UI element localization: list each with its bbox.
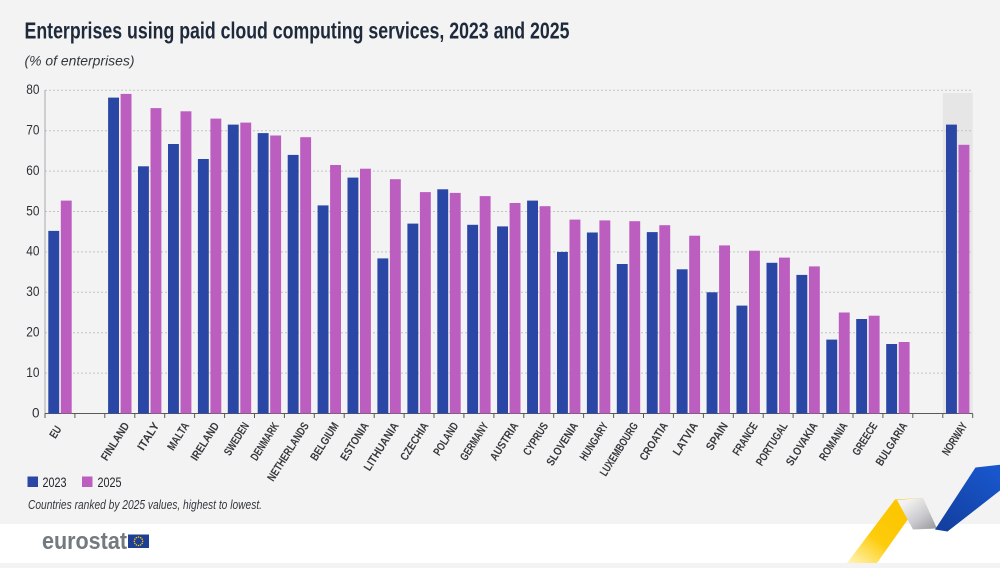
svg-text:30: 30 — [26, 284, 39, 299]
svg-text:20: 20 — [26, 325, 39, 340]
svg-text:2023: 2023 — [43, 475, 67, 490]
svg-text:80: 80 — [26, 82, 39, 97]
svg-text:60: 60 — [26, 163, 39, 178]
svg-text:40: 40 — [26, 244, 39, 259]
svg-text:Countries ranked by 2025 value: Countries ranked by 2025 values, highest… — [28, 497, 262, 512]
svg-text:10: 10 — [26, 365, 39, 380]
svg-text:70: 70 — [26, 123, 39, 138]
svg-text:50: 50 — [26, 203, 39, 218]
svg-text:Enterprises using paid cloud c: Enterprises using paid cloud computing s… — [25, 18, 570, 44]
svg-text:eurostat: eurostat — [42, 528, 127, 555]
svg-text:2025: 2025 — [98, 475, 122, 490]
svg-text:0: 0 — [32, 405, 40, 420]
svg-text:EU: EU — [48, 424, 65, 441]
svg-text:(% of enterprises): (% of enterprises) — [25, 54, 135, 70]
